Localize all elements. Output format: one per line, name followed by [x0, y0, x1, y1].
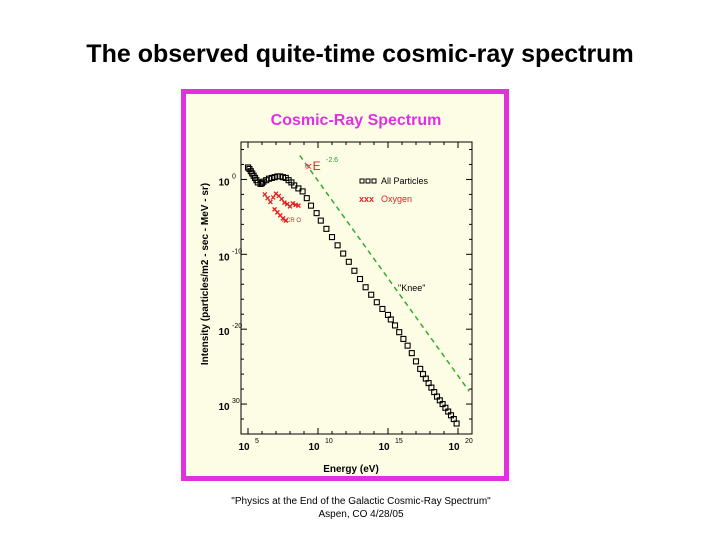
all-particles-point [408, 350, 415, 357]
x-tick-label-exp: 10 [325, 438, 333, 445]
legend-marker-all [359, 178, 365, 184]
x-mark-stroke [272, 206, 278, 212]
all-particles-point [412, 358, 420, 365]
x-tick-label: 10 [308, 442, 320, 453]
acr-oxygen-point [283, 218, 289, 224]
all-particles-point [317, 217, 324, 224]
power-law-exponent: -2.6 [326, 157, 338, 164]
x-tick-label-exp: 15 [395, 438, 403, 445]
all-particles-point [404, 342, 411, 349]
all-particles-point [340, 250, 347, 257]
x-mark-stroke [270, 194, 276, 200]
all-particles-point [351, 267, 358, 274]
axis-ticks [241, 142, 473, 435]
oxygen-point [281, 200, 287, 206]
all-particles-point [323, 225, 330, 232]
legend: All Particles xxx Oxygen [359, 176, 429, 204]
all-particles-point [396, 329, 403, 336]
oxygen-point [290, 200, 296, 206]
y-axis-label-text: Intensity (particles/m2 - sec - MeV - sr… [200, 183, 211, 365]
y-tick-label-exp: -20 [232, 323, 242, 330]
oxygen-point [270, 194, 276, 200]
x-mark-stroke [283, 218, 289, 224]
all-particles-point [373, 299, 380, 306]
y-axis-label: Intensity (particles/m2 - sec - MeV - sr… [200, 183, 211, 365]
all-particles-point [328, 234, 336, 241]
power-law-label: ∝E [304, 159, 321, 173]
x-mark-stroke [277, 212, 283, 218]
x-mark-stroke [284, 201, 290, 207]
x-mark-stroke [279, 196, 285, 202]
x-tick-label: 10 [378, 442, 390, 453]
x-mark-stroke [262, 191, 268, 197]
oxygen-point [265, 195, 271, 201]
all-particles-point [453, 420, 460, 427]
y-tick-label: 10 [218, 252, 230, 263]
power-law-line [299, 155, 470, 392]
all-particles-point [334, 242, 341, 249]
chart-frame: Cosmic-Ray Spectrum Intensity (particles… [181, 89, 509, 481]
chart-title: Cosmic-Ray Spectrum [271, 112, 442, 129]
x-tick-label: 10 [238, 442, 250, 453]
data-marks [244, 155, 470, 427]
y-tick-label-exp: 0 [232, 173, 236, 180]
acr-label: ACR O [282, 218, 301, 224]
all-particles-point [313, 210, 320, 217]
oxygen-point [267, 199, 273, 205]
all-particles-point [387, 316, 394, 323]
y-tick-label: 10 [218, 177, 230, 188]
legend-marker-all [365, 178, 371, 184]
x-mark-stroke [274, 209, 280, 215]
x-mark-stroke [267, 199, 273, 205]
oxygen-point [295, 203, 301, 209]
legend-all-label: All Particles [381, 176, 429, 186]
caption-line-2: Aspen, CO 4/28/05 [318, 509, 404, 520]
x-mark-stroke [280, 215, 286, 221]
power-law-base: ∝E [304, 159, 321, 173]
all-particles-point [379, 305, 386, 313]
all-particles-point [356, 275, 364, 283]
x-mark-stroke [281, 200, 287, 206]
cosmic-ray-chart: Cosmic-Ray Spectrum Intensity (particles… [200, 112, 473, 475]
y-tick-label: 10 [218, 327, 230, 338]
oxygen-point [279, 196, 285, 202]
caption-line-1: "Physics at the End of the Galactic Cosm… [231, 496, 491, 507]
x-mark-stroke [295, 203, 301, 209]
x-tick-label-exp: 5 [255, 438, 259, 445]
y-tick-label-exp: 30 [232, 398, 240, 405]
legend-oxygen-label: Oxygen [381, 194, 412, 204]
x-mark-stroke [290, 200, 296, 206]
all-particles-point [345, 258, 352, 265]
all-particles-point [368, 291, 375, 298]
all-particles-point [391, 322, 399, 329]
oxygen-point [262, 191, 268, 197]
all-particles-point [400, 335, 407, 342]
x-mark-stroke [273, 191, 279, 197]
legend-marker-oxygen: xxx [359, 194, 374, 204]
x-mark-stroke [265, 195, 271, 201]
all-particles-point [417, 365, 424, 372]
legend-marker-all [371, 178, 377, 184]
y-tick-label: 10 [218, 402, 230, 413]
plot-area [240, 141, 473, 435]
x-tick-label: 10 [448, 442, 460, 453]
knee-label: "Knee" [398, 283, 425, 293]
all-particles-point [303, 195, 310, 202]
x-tick-label-exp: 20 [465, 438, 473, 445]
all-particles-point [307, 202, 315, 209]
y-tick-label-exp: -10 [232, 248, 242, 255]
x-mark-stroke [276, 193, 282, 199]
slide-title: The observed quite-time cosmic-ray spect… [86, 40, 634, 68]
all-particles-point [362, 284, 369, 291]
x-axis-label: Energy (eV) [323, 464, 379, 475]
all-particles-point [299, 188, 306, 195]
